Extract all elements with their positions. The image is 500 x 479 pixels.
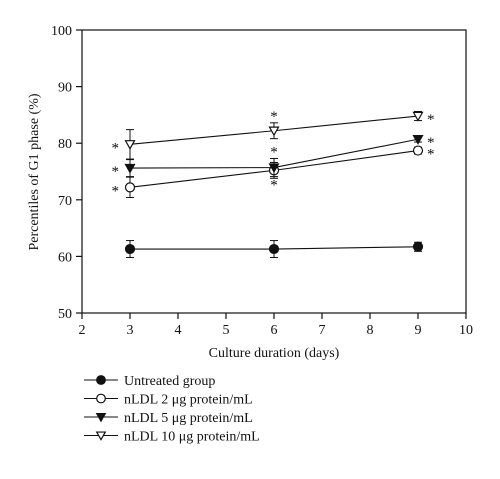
- legend-item: nLDL 2 μg protein/mL: [84, 393, 253, 408]
- legend-item: nLDL 10 μg protein/mL: [84, 430, 260, 445]
- series-layer: [124, 111, 424, 259]
- legend-label: nLDL 10 μg protein/mL: [124, 430, 260, 445]
- data-point: [412, 145, 424, 156]
- y-axis: 50 60 70 80 90 100: [51, 24, 82, 322]
- x-tick-label: 10: [459, 323, 473, 338]
- data-point: [268, 163, 280, 174]
- data-point: [268, 243, 280, 255]
- data-point: [268, 126, 280, 137]
- x-tick-label: 6: [271, 323, 278, 338]
- y-axis-title: Percentiles of G1 phase (%): [27, 93, 42, 250]
- x-tick-label: 5: [223, 323, 230, 338]
- data-point: [412, 111, 424, 122]
- x-tick-label: 8: [367, 323, 374, 338]
- legend-marker: [95, 431, 107, 441]
- data-point: [412, 135, 424, 145]
- significance-asterisk: *: [270, 144, 278, 160]
- y-tick-label: 50: [58, 307, 72, 322]
- y-tick-label: 90: [58, 81, 72, 96]
- data-point: [124, 182, 136, 193]
- significance-asterisk: *: [270, 177, 278, 193]
- x-tick-label: 3: [127, 323, 134, 338]
- series-0: [124, 240, 424, 259]
- y-tick-label: 80: [58, 137, 72, 152]
- series-2: [124, 135, 424, 178]
- series-3: [124, 111, 424, 160]
- data-point: [124, 140, 136, 150]
- y-tick-label: 100: [51, 24, 72, 39]
- legend-item: nLDL 5 μg protein/mL: [84, 411, 253, 426]
- significance-asterisk: *: [427, 112, 435, 128]
- annotation-layer: * ******* *: [112, 109, 435, 200]
- legend-label: nLDL 2 μg protein/mL: [124, 393, 253, 408]
- x-axis-title: Culture duration (days): [209, 346, 340, 361]
- data-point: [412, 241, 424, 252]
- legend: Untreated group nLDL 2 μg protein/mL nLDL …: [84, 374, 260, 445]
- x-tick-label: 4: [175, 323, 182, 338]
- legend-label: Untreated group: [124, 374, 215, 389]
- legend-item: Untreated group: [84, 374, 215, 389]
- x-tick-label: 7: [319, 323, 326, 338]
- legend-marker: [96, 393, 106, 404]
- significance-asterisk: *: [112, 140, 120, 156]
- legend-marker: [96, 375, 106, 385]
- significance-asterisk: *: [427, 147, 435, 163]
- data-point: [124, 163, 136, 174]
- significance-asterisk: *: [427, 135, 435, 151]
- significance-asterisk: *: [112, 164, 120, 180]
- y-tick-label: 60: [58, 250, 72, 265]
- data-point: [124, 243, 136, 255]
- y-tick-label: 70: [58, 194, 72, 209]
- x-tick-label: 9: [415, 323, 422, 338]
- x-tick-label: 2: [79, 323, 86, 338]
- significance-asterisk: *: [270, 109, 278, 125]
- significance-asterisk: *: [112, 183, 120, 199]
- legend-label: nLDL 5 μg protein/mL: [124, 411, 253, 426]
- x-axis: 2 3 4 5 6 7 8 9 10: [79, 313, 473, 338]
- legend-marker: [95, 412, 107, 423]
